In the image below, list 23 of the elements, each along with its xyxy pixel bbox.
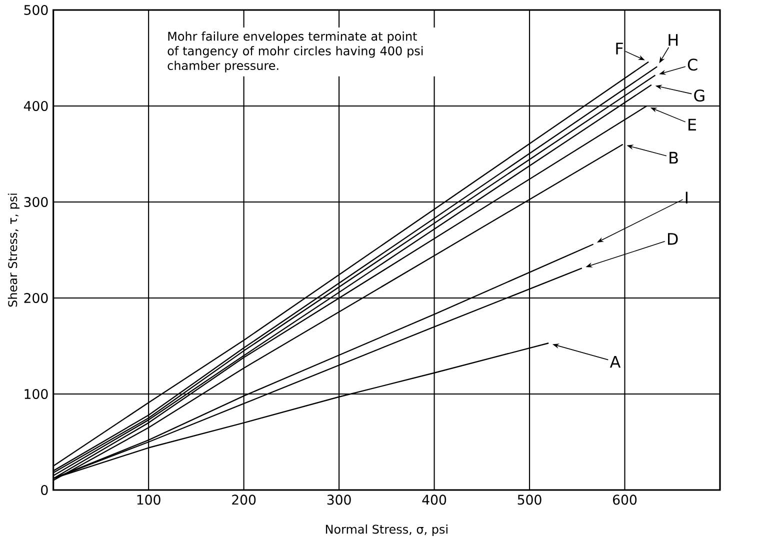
y-tick-label: 400: [24, 100, 48, 112]
annotation: D: [668, 233, 678, 245]
y-tick-label: 500: [24, 4, 48, 16]
annotation: C: [688, 58, 698, 71]
annotation: E: [688, 118, 696, 130]
y-tick-label: 0: [41, 484, 48, 496]
annotation: F: [616, 42, 623, 54]
annotation: Mohr failure envelopes terminate at point of tangency of mohr circles having 400 psi chamber pressure.: [168, 32, 423, 72]
annotation: B: [670, 152, 678, 164]
x-tick-label: 200: [232, 494, 256, 505]
x-axis-title: Normal Stress, σ, psi: [326, 524, 448, 536]
x-tick-label: 400: [422, 494, 446, 505]
x-tick-label: 500: [518, 494, 542, 505]
y-axis-title: Shear Stress, τ, psi: [8, 194, 20, 307]
x-tick-label: 300: [327, 494, 351, 505]
x-tick-label: 600: [613, 494, 637, 505]
annotation: H: [668, 34, 678, 46]
annotation: G: [694, 90, 704, 102]
y-tick-label: 200: [24, 292, 48, 304]
annotation: A: [610, 356, 621, 368]
x-tick-label: 100: [137, 494, 160, 505]
y-tick-label: 100: [24, 388, 48, 400]
y-tick-label: 300: [24, 196, 48, 208]
